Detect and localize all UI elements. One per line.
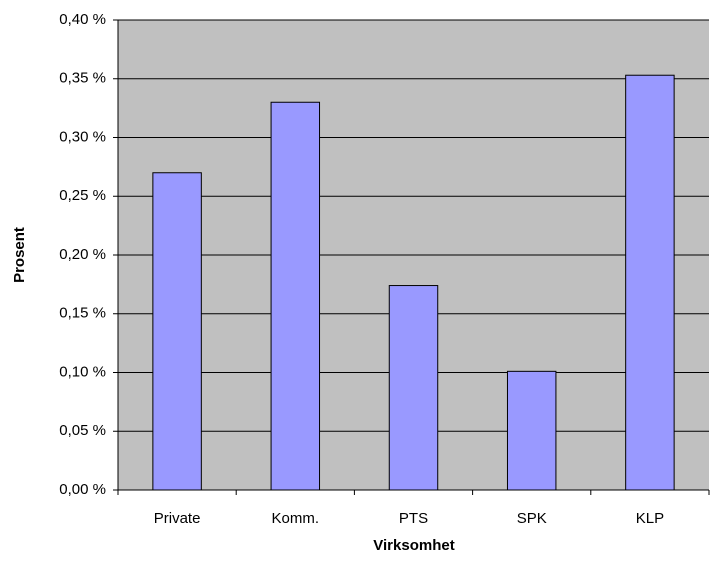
y-tick-label: 0,05 % xyxy=(59,422,106,439)
bar xyxy=(625,74,675,491)
y-tick-label: 0,20 % xyxy=(59,246,106,263)
x-tick-label: Private xyxy=(154,510,201,527)
y-axis-title: Prosent xyxy=(11,227,28,283)
y-tick-label: 0,10 % xyxy=(59,363,106,380)
bar xyxy=(270,101,321,491)
y-tick-label: 0,00 % xyxy=(59,481,106,498)
x-tick-label: KLP xyxy=(636,510,664,527)
bar xyxy=(388,285,439,491)
bar xyxy=(152,172,202,491)
y-tick-label: 0,15 % xyxy=(59,305,106,322)
y-tick-label: 0,35 % xyxy=(59,70,106,87)
x-tick-label: Komm. xyxy=(272,510,320,527)
y-tick-label: 0,40 % xyxy=(59,11,106,28)
y-tick-label: 0,30 % xyxy=(59,128,106,145)
x-tick-label: SPK xyxy=(517,510,547,527)
x-axis-title: Virksomhet xyxy=(373,537,454,554)
x-tick-label: PTS xyxy=(399,510,428,527)
y-tick-label: 0,25 % xyxy=(59,187,106,204)
bar xyxy=(506,370,557,491)
